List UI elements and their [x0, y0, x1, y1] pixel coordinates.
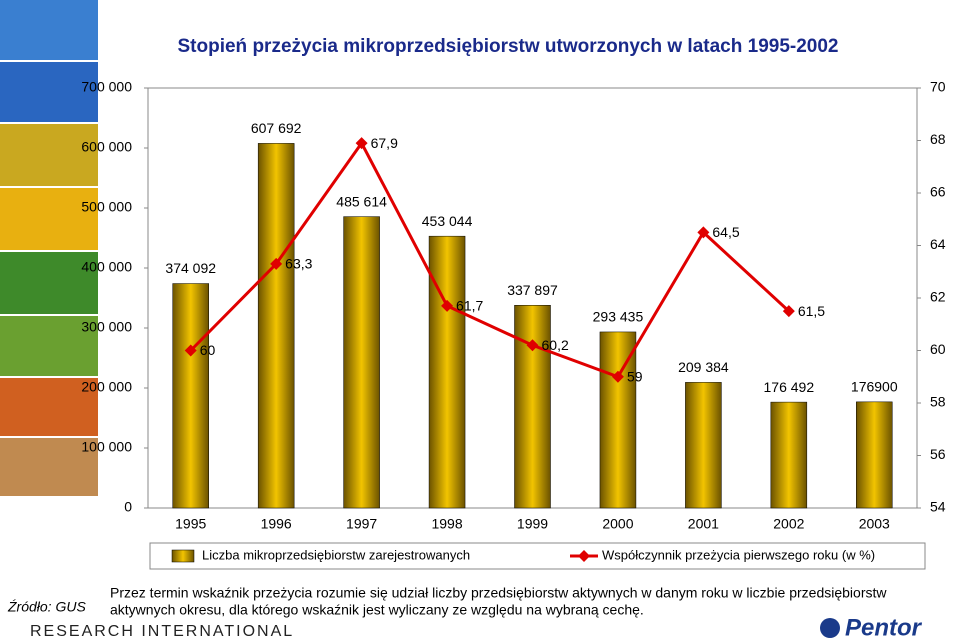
bar [770, 401, 808, 509]
logo: RESEARCH INTERNATIONAL [30, 623, 294, 640]
x-tick-label: 1995 [175, 516, 206, 532]
y-tick-label: 300 000 [81, 319, 132, 335]
bar-label: 453 044 [422, 213, 473, 229]
y2-tick-label: 62 [930, 289, 946, 305]
x-tick-label: 2002 [773, 516, 804, 532]
logo-mark [820, 618, 840, 638]
bar-label: 485 614 [336, 193, 387, 209]
y2-tick-label: 60 [930, 341, 946, 357]
photo [0, 438, 98, 496]
marker [270, 257, 283, 270]
y-tick-label: 200 000 [81, 379, 132, 395]
bar-label: 374 092 [165, 260, 216, 276]
x-tick-label: 1998 [431, 516, 462, 532]
marker [441, 299, 454, 312]
y2-tick-label: 54 [930, 499, 946, 515]
line-label: 63,3 [285, 256, 312, 272]
marker [782, 305, 795, 318]
x-tick-label: 2001 [688, 516, 719, 532]
marker [611, 370, 624, 383]
line-label: 60 [200, 342, 216, 358]
legend-swatch [171, 549, 195, 563]
x-tick-label: 2003 [859, 516, 890, 532]
bar-label: 176900 [851, 379, 898, 395]
legend-swatch [578, 550, 590, 562]
marker [526, 339, 539, 352]
y2-tick-label: 64 [930, 236, 946, 252]
y2-tick-label: 68 [930, 131, 946, 147]
note-line: aktywnych okresu, dla którego wskaźnik j… [110, 602, 644, 618]
y-tick-label: 100 000 [81, 439, 132, 455]
line-label: 61,5 [798, 303, 825, 319]
legend-label: Liczba mikroprzedsiębiorstw zarejestrowa… [202, 547, 470, 562]
photo [0, 62, 98, 122]
photo [0, 0, 98, 60]
bar [514, 305, 551, 509]
line [189, 140, 790, 379]
marker [697, 226, 710, 239]
bar [343, 216, 380, 509]
y-tick-label: 700 000 [81, 79, 132, 95]
x-tick-label: 1996 [261, 516, 292, 532]
bar [172, 283, 209, 509]
line-label: 60,2 [542, 337, 569, 353]
photo [0, 316, 98, 376]
side-photos [0, 0, 98, 496]
bar-label: 176 492 [764, 379, 815, 395]
legend-label: Współczynnik przeżycia pierwszego roku (… [602, 547, 875, 562]
line-label: 67,9 [371, 135, 398, 151]
bar [257, 143, 295, 509]
y-tick-label: 400 000 [81, 259, 132, 275]
y-tick-label: 600 000 [81, 139, 132, 155]
y2-tick-label: 56 [930, 446, 946, 462]
line-label: 61,7 [456, 298, 483, 314]
x-tick-label: 1997 [346, 516, 377, 532]
marker [355, 137, 368, 150]
photo [0, 124, 98, 186]
source: Źródło: GUS [7, 599, 86, 615]
y2-tick-label: 66 [930, 184, 946, 200]
line-label: 64,5 [712, 224, 739, 240]
logo: Pentor [845, 614, 923, 641]
bar [856, 401, 893, 509]
bar-label: 607 692 [251, 120, 302, 136]
bar [599, 331, 637, 509]
line-label: 59 [627, 368, 643, 384]
bar [685, 382, 722, 509]
bar-label: 337 897 [507, 282, 558, 298]
chart-title: Stopień przeżycia mikroprzedsiębiorstw u… [178, 36, 839, 57]
x-tick-label: 1999 [517, 516, 548, 532]
bar [428, 235, 466, 509]
photo [0, 252, 98, 314]
y-tick-label: 0 [124, 499, 132, 515]
note-line: Przez termin wskaźnik przeżycia rozumie … [110, 585, 887, 601]
y2-tick-label: 70 [930, 79, 946, 95]
photo [0, 378, 98, 436]
y2-tick-label: 58 [930, 394, 946, 410]
marker [184, 344, 197, 357]
bar-label: 293 435 [593, 309, 644, 325]
photo [0, 188, 98, 250]
legend-frame [149, 542, 926, 570]
bar-label: 209 384 [678, 359, 729, 375]
y-tick-label: 500 000 [81, 199, 132, 215]
x-tick-label: 2000 [602, 516, 633, 532]
